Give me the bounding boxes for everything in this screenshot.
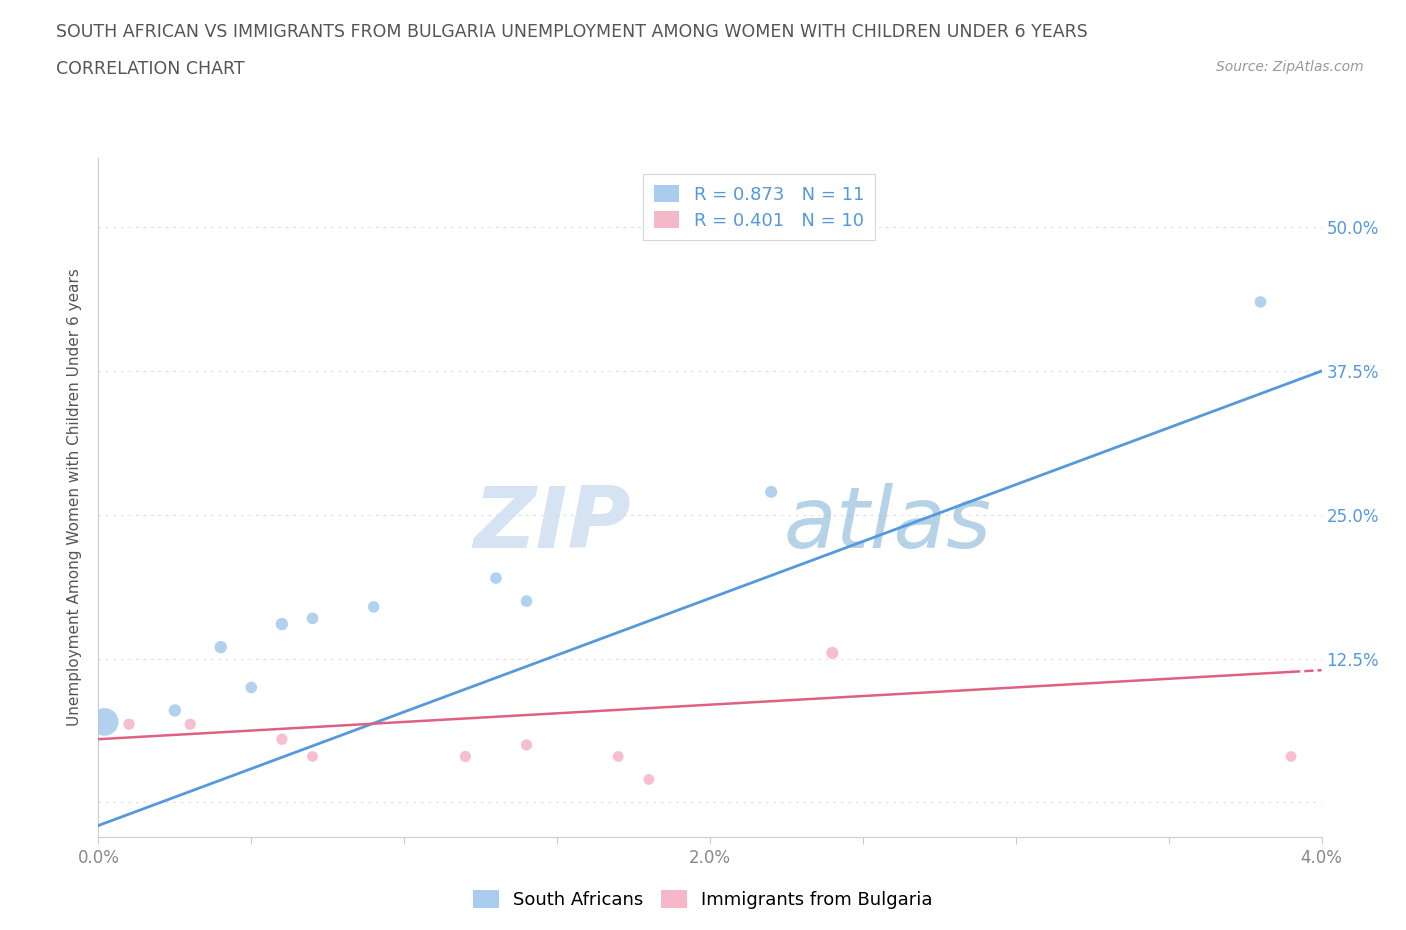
Point: [454, 749, 477, 764]
Point: [179, 717, 201, 732]
Point: [516, 593, 538, 608]
Text: CORRELATION CHART: CORRELATION CHART: [56, 60, 245, 78]
Legend: R = 0.873   N = 11, R = 0.401   N = 10: R = 0.873 N = 11, R = 0.401 N = 10: [643, 174, 875, 241]
Text: Source: ZipAtlas.com: Source: ZipAtlas.com: [1216, 60, 1364, 74]
Point: [240, 680, 263, 695]
Point: [301, 611, 323, 626]
Point: [1249, 295, 1271, 310]
Point: [363, 600, 385, 615]
Point: [759, 485, 782, 499]
Point: [270, 617, 294, 631]
Point: [516, 737, 538, 752]
Y-axis label: Unemployment Among Women with Children Under 6 years: Unemployment Among Women with Children U…: [67, 269, 83, 726]
Point: [163, 703, 186, 718]
Text: ZIP: ZIP: [472, 484, 630, 566]
Point: [209, 640, 232, 655]
Point: [1279, 749, 1302, 764]
Legend: South Africans, Immigrants from Bulgaria: South Africans, Immigrants from Bulgaria: [467, 884, 939, 916]
Point: [118, 717, 141, 732]
Point: [270, 732, 294, 747]
Text: SOUTH AFRICAN VS IMMIGRANTS FROM BULGARIA UNEMPLOYMENT AMONG WOMEN WITH CHILDREN: SOUTH AFRICAN VS IMMIGRANTS FROM BULGARI…: [56, 23, 1088, 41]
Text: atlas: atlas: [783, 484, 991, 566]
Point: [93, 714, 115, 729]
Point: [301, 749, 323, 764]
Point: [821, 645, 844, 660]
Point: [485, 571, 508, 586]
Point: [607, 749, 630, 764]
Point: [637, 772, 661, 787]
